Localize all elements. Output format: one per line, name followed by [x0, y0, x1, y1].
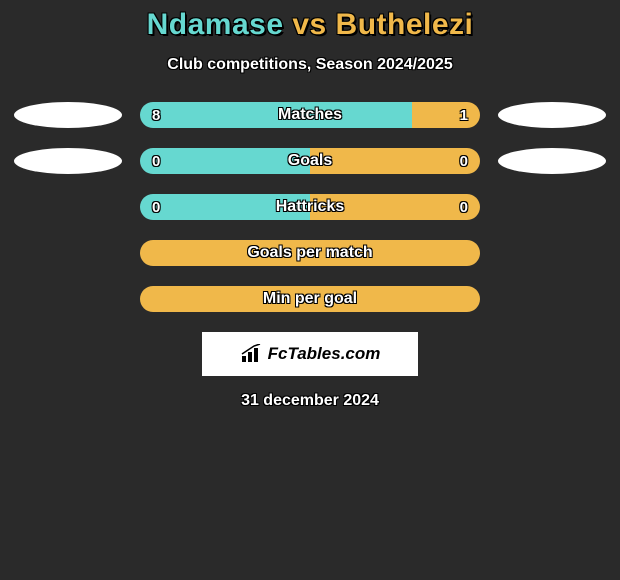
- player-left-name: Ndamase: [147, 8, 284, 41]
- title-vs: vs: [284, 8, 336, 41]
- stat-bar: 0 Hattricks 0: [140, 194, 480, 220]
- stat-value-right: 0: [460, 148, 468, 174]
- stat-bar: 0 Goals 0: [140, 148, 480, 174]
- logo-inner: FcTables.com: [240, 344, 381, 364]
- ellipse-right: [498, 148, 606, 174]
- comparison-infographic: Ndamase vs Buthelezi Club competitions, …: [0, 0, 620, 410]
- stat-row: 0 Hattricks 0: [0, 194, 620, 220]
- page-title: Ndamase vs Buthelezi: [0, 8, 620, 42]
- stat-value-right: 1: [460, 102, 468, 128]
- stat-label: Goals: [140, 148, 480, 174]
- stat-row: 0 Goals 0: [0, 148, 620, 174]
- stat-value-right: 0: [460, 194, 468, 220]
- fctables-logo[interactable]: FcTables.com: [202, 332, 418, 376]
- date-label: 31 december 2024: [0, 392, 620, 410]
- stat-row: 8 Matches 1: [0, 102, 620, 128]
- stat-pill: Goals per match: [140, 240, 480, 266]
- stat-bar: 8 Matches 1: [140, 102, 480, 128]
- stat-pill: Min per goal: [140, 286, 480, 312]
- ellipse-right: [498, 102, 606, 128]
- stat-label: Matches: [140, 102, 480, 128]
- player-right-name: Buthelezi: [336, 8, 474, 41]
- subtitle: Club competitions, Season 2024/2025: [0, 56, 620, 74]
- stat-label: Hattricks: [140, 194, 480, 220]
- ellipse-left: [14, 148, 122, 174]
- logo-text: FcTables.com: [268, 344, 381, 364]
- chart-icon: [240, 344, 264, 364]
- ellipse-left: [14, 102, 122, 128]
